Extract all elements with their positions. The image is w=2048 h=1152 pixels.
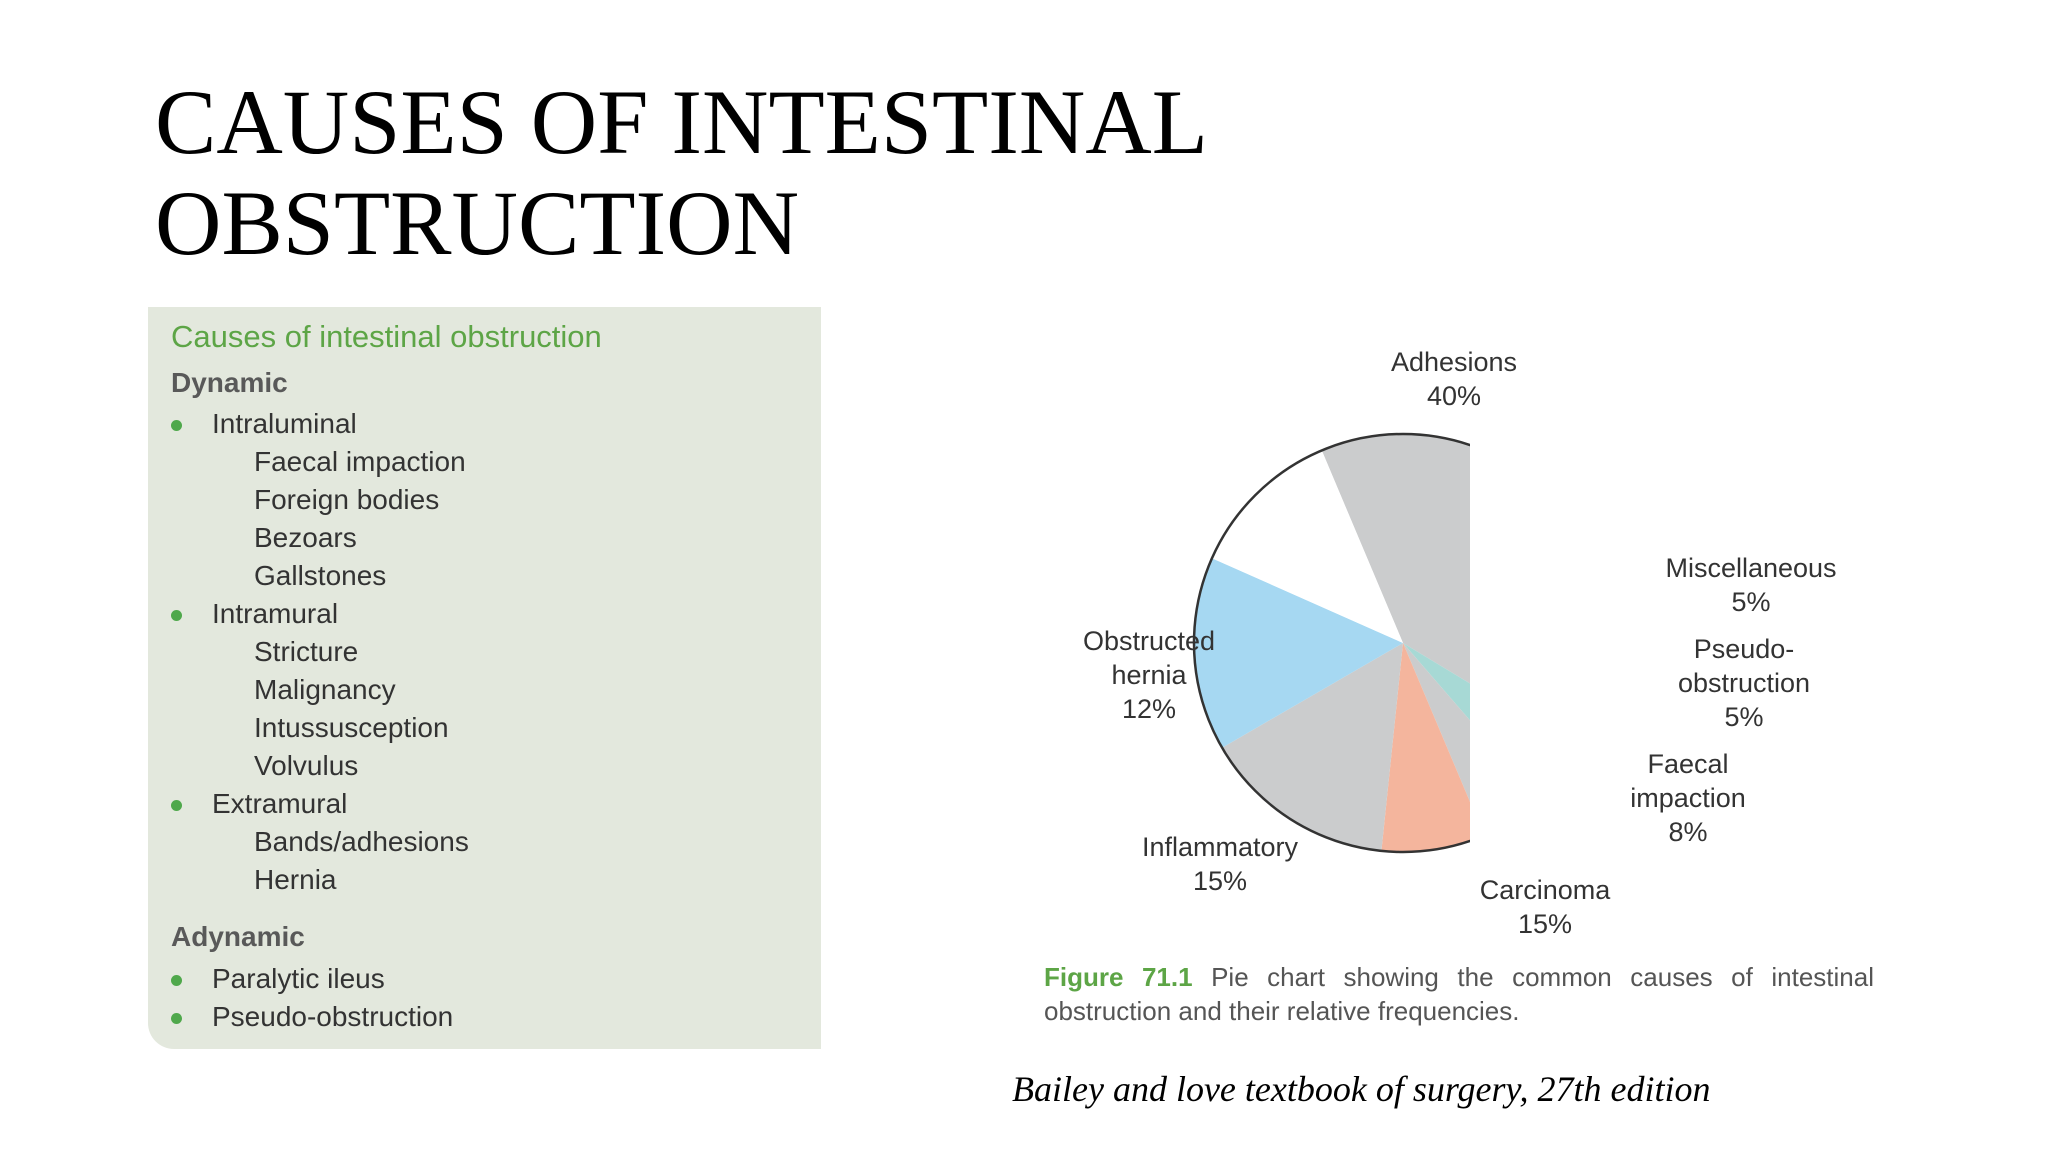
list-item-bullet: Paralytic ileus [148,960,453,998]
pie-label-miscellaneous-value: 5% [1731,587,1771,617]
list-item-label: Intraluminal [212,408,357,439]
pie-label-faecal-impaction: Faecal impaction 8% [1568,747,1808,849]
pie-slice-obstructed-hernia [1211,450,1403,643]
list-item-bullet: Intramural [148,595,469,633]
pie-label-adhesions-name: Adhesions [1390,347,1518,377]
pie-label-adhesions: Adhesions 40% [1334,345,1574,413]
pie-label-carcinoma: Carcinoma 15% [1425,873,1665,941]
list-item-sub: Volvulus [254,750,359,781]
adynamic-heading: Adynamic [171,921,305,952]
list-item-label: Paralytic ileus [212,963,385,994]
pie-slice-miscellaneous [1403,643,1470,721]
list-item-label: Extramural [212,788,348,819]
pie-label-hernia-value: 12% [1121,694,1177,724]
figure-caption: Figure 71.1 Pie chart showing the common… [1044,960,1874,1028]
pie-label-faecal-line-1: Faecal [1647,749,1729,779]
pie-slice-pseudo-obstruction [1403,643,1470,802]
list-item-label: Pseudo-obstruction [212,1001,454,1032]
citation: Bailey and love textbook of surgery, 27t… [1012,1069,1711,1109]
causes-box: Causes of intestinal obstruction Dynamic… [148,307,821,1049]
list-item-bullet: Intraluminal [148,405,469,443]
pie-slice-adhesions [1321,434,1470,684]
list-item-sub: Gallstones [254,560,387,591]
pie-label-pseudo-line-2: obstruction [1677,668,1811,698]
pie-label-inflammatory-value: 15% [1192,866,1248,896]
slide-title: CAUSES OF INTESTINAL OBSTRUCTION [155,72,1555,274]
pie-label-inflammatory-name: Inflammatory [1141,832,1299,862]
figure-caption-label: Figure 71.1 [1044,962,1193,992]
dynamic-heading: Dynamic [171,367,288,398]
list-item-bullet: Pseudo-obstruction [148,998,453,1036]
adynamic-causes-list: Paralytic ileus Pseudo-obstruction [148,960,453,1036]
list-item-sub: Bands/adhesions [254,826,469,857]
pie-label-inflammatory: Inflammatory 15% [1100,830,1340,898]
bullet-dot-icon [171,975,182,986]
pie-label-faecal-line-2: impaction [1630,783,1746,813]
bullet-dot-icon [171,1013,182,1024]
dynamic-causes-list: Intraluminal Faecal impaction Foreign bodi… [148,405,469,899]
list-item-sub: Intussusception [254,712,449,743]
pie-outline [1192,432,1470,854]
list-item-sub: Foreign bodies [254,484,440,515]
pie-label-adhesions-value: 40% [1426,381,1482,411]
slide-title-line-1: CAUSES OF INTESTINAL [155,71,1208,173]
list-item-sub: Bezoars [254,522,357,553]
pie-label-pseudo-value: 5% [1724,702,1764,732]
list-item-sub: Faecal impaction [254,446,466,477]
pie-slice-faecal-impaction [1381,643,1470,852]
pie-label-hernia-line-1: Obstructed [1082,626,1216,656]
bullet-dot-icon [171,610,182,621]
pie-label-obstructed-hernia: Obstructed hernia 12% [1029,624,1269,726]
causes-box-heading: Causes of intestinal obstruction [171,319,602,354]
pie-label-miscellaneous: Miscellaneous 5% [1631,551,1871,619]
pie-label-pseudo-obstruction: Pseudo- obstruction 5% [1624,632,1864,734]
pie-chart [1192,432,1470,854]
bullet-dot-icon [171,420,182,431]
list-item-sub: Malignancy [254,674,396,705]
pie-label-hernia-line-2: hernia [1111,660,1187,690]
list-item-bullet: Extramural [148,785,469,823]
pie-label-faecal-value: 8% [1668,817,1708,847]
list-item-label: Intramural [212,598,339,629]
pie-label-pseudo-line-1: Pseudo- [1693,634,1795,664]
slide-title-line-2: OBSTRUCTION [155,172,800,274]
pie-label-carcinoma-name: Carcinoma [1479,875,1611,905]
pie-label-carcinoma-value: 15% [1517,909,1573,939]
bullet-dot-icon [171,800,182,811]
pie-slice-carcinoma [1222,643,1403,851]
list-item-sub: Hernia [254,864,337,895]
pie-label-miscellaneous-name: Miscellaneous [1665,553,1837,583]
list-item-sub: Stricture [254,636,359,667]
pie-slice-inflammatory [1194,558,1403,748]
figure-caption-text: Pie chart showing the common causes of i… [1044,962,1874,1026]
